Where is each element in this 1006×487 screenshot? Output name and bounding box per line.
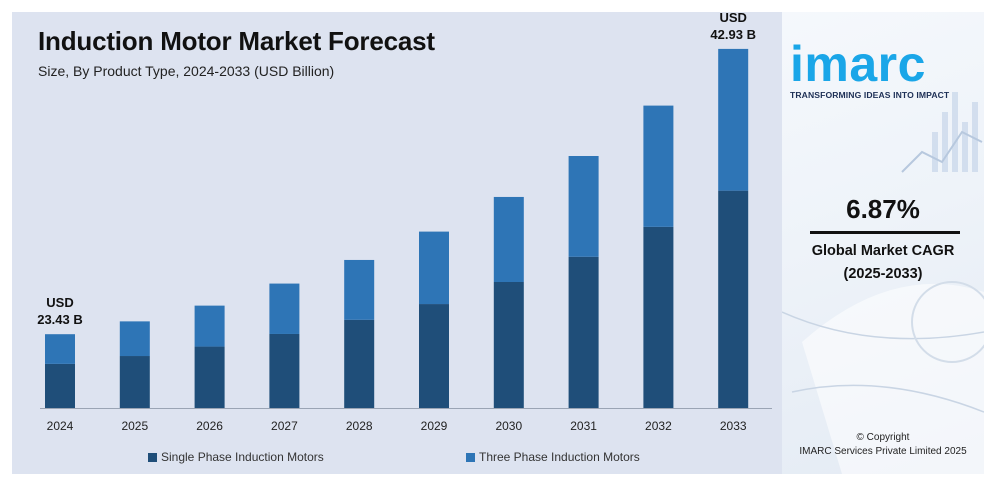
chart-title: Induction Motor Market Forecast: [38, 26, 435, 56]
logo-tagline: TRANSFORMING IDEAS INTO IMPACT: [790, 90, 950, 100]
data-label-2024-currency: USD: [46, 295, 73, 310]
bar-single-2029: [419, 304, 449, 408]
x-tick-label-2032: 2032: [645, 419, 672, 433]
copyright-text: © Copyright: [856, 432, 910, 443]
legend-item-three-phase: Three Phase Induction Motors: [466, 450, 640, 464]
x-tick-label-2033: 2033: [720, 419, 747, 433]
x-tick-label-2024: 2024: [47, 419, 74, 433]
bar-three-2028: [344, 259, 375, 320]
x-tick-label-2025: 2025: [121, 419, 148, 433]
bar-three-2030: [493, 196, 524, 282]
cagr-divider: [810, 231, 960, 234]
bar-three-2025: [119, 321, 150, 357]
bar-single-2033: [718, 190, 749, 408]
bar-three-2032: [643, 105, 674, 227]
imarc-logo: imarc TRANSFORMING IDEAS INTO IMPACT: [790, 38, 984, 100]
legend-label-single-phase: Single Phase Induction Motors: [161, 450, 324, 464]
legend-swatch-three-phase: [466, 452, 475, 462]
data-label-2033-currency: USD: [719, 12, 746, 25]
legend-item-single-phase: Single Phase Induction Motors: [148, 450, 324, 464]
cagr-label: Global Market CAGR: [811, 243, 955, 259]
legend-label-three-phase: Three Phase Induction Motors: [479, 450, 640, 464]
legend-swatch-single-phase: [148, 452, 157, 462]
bar-single-2031: [568, 256, 599, 408]
chart-panel: Induction Motor Market Forecast Size, By…: [12, 12, 782, 474]
x-tick-label-2030: 2030: [495, 419, 522, 433]
x-tick-label-2031: 2031: [570, 419, 597, 433]
cagr-period: (2025-2033): [843, 266, 923, 282]
bar-single-2028: [344, 319, 375, 408]
side-panel: imarc TRANSFORMING IDEAS INTO IMPACT 6.8…: [782, 12, 984, 474]
background-graphic: [782, 92, 984, 474]
bar-single-2026: [194, 346, 225, 408]
bar-single-2030: [493, 282, 524, 408]
bar-single-2024: [45, 363, 75, 408]
x-tick-label-2028: 2028: [346, 419, 373, 433]
chart-subtitle: Size, By Product Type, 2024-2033 (USD Bi…: [38, 63, 335, 79]
bar-three-2029: [419, 231, 449, 305]
bar-three-2033: [718, 48, 749, 191]
bar-chart: 2024 2025 2026 2027 2028 2029 2030 2031 2032 2033…: [37, 12, 772, 433]
bar-three-2027: [269, 283, 300, 334]
bar-single-2032: [643, 226, 674, 408]
x-tick-label-2026: 2026: [196, 419, 223, 433]
bar-three-2024: [45, 334, 75, 364]
data-label-2033-value: 42.93 B: [710, 27, 756, 42]
cagr-value: 6.87%: [846, 194, 920, 224]
data-label-2024-value: 23.43 B: [37, 312, 83, 327]
x-tick-label-2029: 2029: [421, 419, 448, 433]
infographic-frame: Induction Motor Market Forecast Size, By…: [12, 12, 984, 474]
bar-single-2025: [119, 356, 150, 408]
bar-single-2027: [269, 333, 300, 408]
copyright-holder: IMARC Services Private Limited 2025: [799, 446, 967, 457]
x-tick-label-2027: 2027: [271, 419, 298, 433]
logo-wordmark: imarc: [790, 36, 926, 92]
bar-three-2026: [194, 305, 225, 347]
bar-three-2031: [568, 156, 599, 257]
